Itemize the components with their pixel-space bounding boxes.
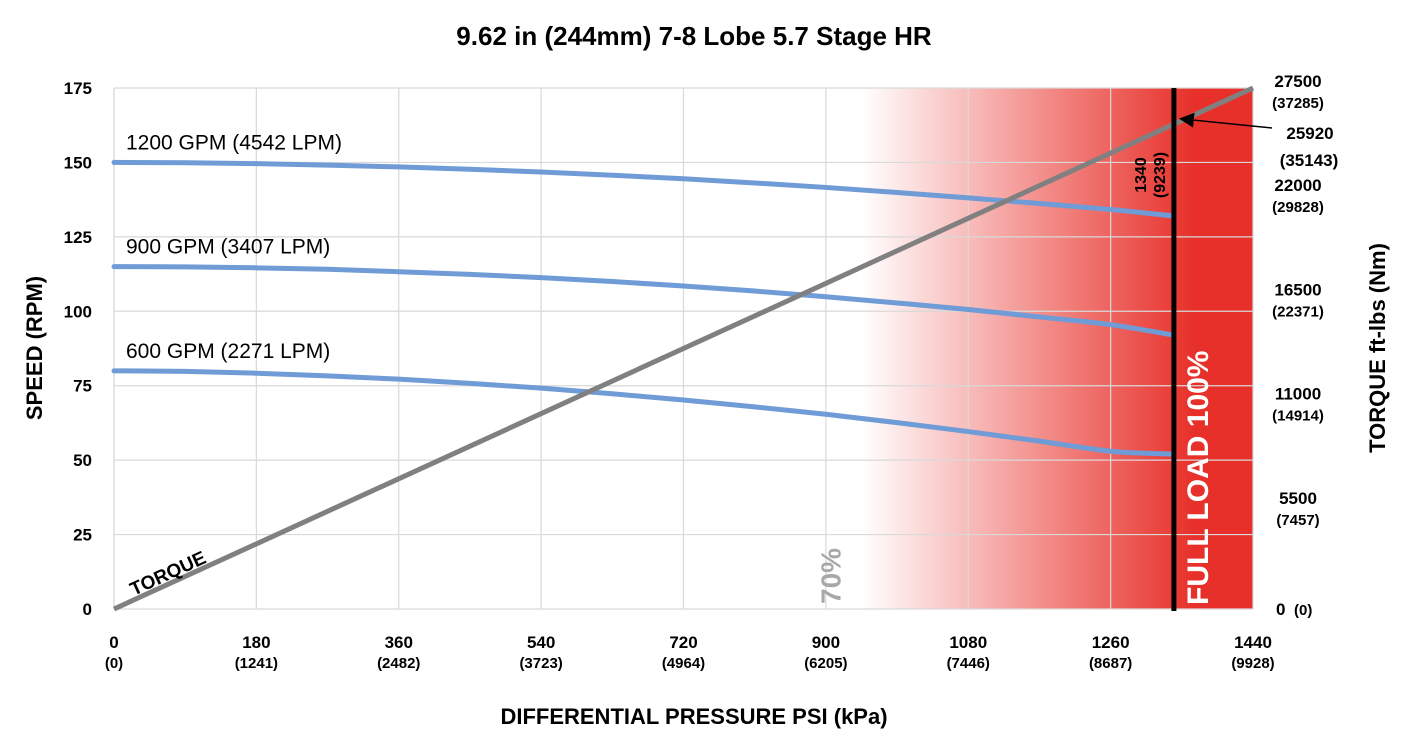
x-tick-sublabel: (0) [105, 655, 123, 672]
y-tick-label: 75 [73, 377, 92, 396]
torque-label: TORQUE [127, 548, 209, 601]
y2-tick-label: 22000 [1274, 176, 1321, 195]
grid [113, 87, 1254, 610]
x-tick-sublabel: (2482) [377, 655, 420, 672]
torque-line [112, 85, 1255, 612]
full-load-label: FULL LOAD 100% [1182, 351, 1215, 606]
full-load-torque-arrow [1178, 112, 1273, 129]
x-tick-sublabel: (3723) [519, 655, 562, 672]
y2-tick-sublabel: (29828) [1272, 199, 1324, 216]
y2-tick-sublabel: (14914) [1272, 408, 1324, 425]
full-load-torque-sub: (35143) [1280, 151, 1339, 170]
plot-marks: 1200 GPM (4542 LPM) 900 GPM (3407 LPM) 600… [111, 85, 1339, 612]
x-tick-label: 540 [527, 633, 555, 652]
y-tick-label: 100 [64, 302, 92, 321]
y-tick-label: 125 [64, 228, 92, 247]
y2-tick-sublabel: (7457) [1276, 512, 1319, 529]
y-tick-label: 0 [83, 600, 92, 619]
chart-title: 9.62 in (244mm) 7-8 Lobe 5.7 Stage HR [456, 21, 932, 51]
x-tick-sublabel: (4964) [662, 655, 705, 672]
full-load-x-sub: (9239) [1152, 152, 1169, 198]
speed-curve-1 [111, 159, 1177, 219]
y2-tick-sublabel: (0) [1294, 602, 1312, 619]
x-tick-label: 1440 [1234, 633, 1272, 652]
series-label-1: 1200 GPM (4542 LPM) [126, 131, 342, 154]
y2-tick-label: 0 [1276, 600, 1285, 619]
y-axis-title: SPEED (RPM) [22, 276, 47, 420]
x-tick-label: 0 [109, 633, 118, 652]
y2-axis-title: TORQUE ft-lbs (Nm) [1365, 243, 1390, 453]
y2-tick-label: 11000 [1275, 385, 1321, 404]
y-tick-label: 50 [73, 451, 92, 470]
load-70-percent-label: 70% [815, 548, 846, 604]
y-tick-label: 175 [64, 79, 92, 98]
y2-tick-sublabel: (22371) [1272, 303, 1324, 320]
x-axis-ticks: 0 (0) 180 (1241) 360 (2482) 540 (3723) 720 (4964)… [105, 633, 1275, 672]
y-tick-label: 150 [64, 153, 92, 172]
x-tick-label: 900 [812, 633, 840, 652]
x-tick-label: 720 [669, 633, 697, 652]
series-label-2: 900 GPM (3407 LPM) [126, 236, 330, 259]
x-tick-label: 360 [385, 633, 413, 652]
y2-tick-label: 16500 [1274, 280, 1321, 299]
y2-tick-label: 27500 [1274, 72, 1321, 91]
x-tick-sublabel: (1241) [235, 655, 278, 672]
speed-curve-2 [111, 264, 1177, 338]
x-tick-label: 1260 [1092, 633, 1130, 652]
x-tick-label: 1080 [949, 633, 987, 652]
x-axis-title: DIFFERENTIAL PRESSURE PSI (kPa) [500, 704, 887, 729]
x-tick-sublabel: (9928) [1231, 655, 1274, 672]
y-tick-label: 25 [73, 526, 92, 545]
y-axis-ticks: 0 25 50 75 100 125 150 175 [64, 79, 92, 619]
y2-tick-label: 5500 [1279, 489, 1317, 508]
full-load-x-label: 1340 [1133, 157, 1150, 193]
x-tick-label: 180 [242, 633, 270, 652]
y2-tick-sublabel: (37285) [1272, 95, 1324, 112]
x-tick-sublabel: (8687) [1089, 655, 1132, 672]
series-label-3: 600 GPM (2271 LPM) [126, 340, 330, 363]
y2-axis-ticks: 0 (0) 5500 (7457) 11000 (14914) 16500 (22371) 22… [1272, 72, 1324, 619]
x-tick-sublabel: (6205) [804, 655, 847, 672]
x-tick-sublabel: (7446) [947, 655, 990, 672]
full-load-torque-label: 25920 [1286, 124, 1333, 143]
speed-curve-3 [111, 368, 1177, 457]
